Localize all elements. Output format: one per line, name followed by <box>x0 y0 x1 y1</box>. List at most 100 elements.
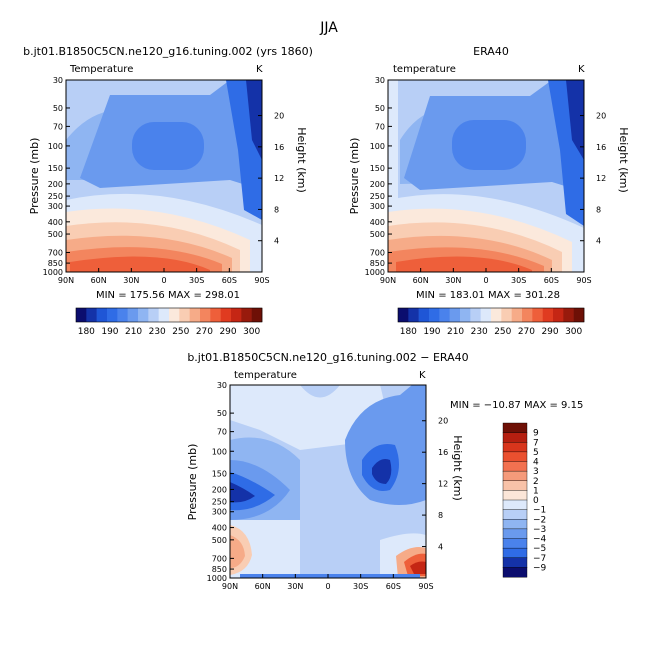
field-band <box>372 459 392 484</box>
colorbar-label: −4 <box>533 535 547 545</box>
field-band <box>246 80 262 160</box>
y-tick-label: 300 <box>370 202 385 211</box>
colorbar-label: 2 <box>533 477 539 487</box>
panel-era40-subtitle: temperature <box>393 64 456 75</box>
field-band <box>230 535 245 568</box>
colorbar-swatch <box>418 308 430 322</box>
height-tick-label: 16 <box>596 143 606 152</box>
x-tick-label: 90S <box>576 276 591 285</box>
colorbar-swatch <box>76 308 87 322</box>
colorbar-swatch <box>502 567 528 578</box>
colorbar-swatch <box>502 480 528 491</box>
colorbar-frame <box>397 307 585 323</box>
panel-era40-stats: MIN = 183.01 MAX = 301.28 <box>416 290 560 301</box>
panel-model-stats: MIN = 175.56 MAX = 298.01 <box>96 290 240 301</box>
panel-diff-field <box>230 385 426 578</box>
colorbar-swatch <box>563 308 574 322</box>
height-tick-label: 4 <box>438 543 443 552</box>
panel-era40-field <box>388 80 584 272</box>
field-band <box>230 385 385 450</box>
y-tick-label: 30 <box>53 76 63 85</box>
y-tick-label: 30 <box>217 381 227 390</box>
colorbar-swatch <box>553 308 564 322</box>
panel-era40: ERA40 temperature K 90N 60N 30N 0 30S 60S 90S … <box>348 45 630 301</box>
height-tick-label: 8 <box>274 205 279 214</box>
y-tick-label: 850 <box>212 565 227 574</box>
colorbar-swatch <box>200 308 211 322</box>
y-tick-label: 700 <box>370 248 385 257</box>
colorbar-label: −3 <box>533 525 546 535</box>
x-tick-label: 90N <box>222 582 238 591</box>
height-ticks: 20 16 12 8 4 <box>422 417 448 552</box>
y-tick-label: 1000 <box>365 268 385 277</box>
colorbar-swatch <box>502 499 528 511</box>
colorbar-swatch <box>148 308 159 322</box>
colorbar-label: 3 <box>533 467 539 477</box>
panel-diff-subtitle: temperature <box>234 370 297 381</box>
colorbar-label: 0 <box>533 496 539 506</box>
x-tick-label: 30N <box>123 276 139 285</box>
y-tick-label: 400 <box>48 218 63 227</box>
height-tick-label: 8 <box>596 205 601 214</box>
panel-model-title: b.jt01.B1850C5CN.ne120_g16.tuning.002 (y… <box>23 45 313 58</box>
x-tick-label: 30N <box>287 582 303 591</box>
y-tick-label: 50 <box>375 104 385 113</box>
colorbar-label: 230 <box>471 327 488 337</box>
x-tick-label: 60N <box>91 276 107 285</box>
colorbar-swatch <box>502 528 528 540</box>
y-tick-label: 100 <box>370 142 385 151</box>
colorbar-label: −7 <box>533 554 546 564</box>
y-tick-label: 1000 <box>207 574 227 583</box>
height-tick-label: 20 <box>438 417 448 426</box>
main-title: JJA <box>319 20 338 36</box>
colorbar-swatch <box>241 308 252 322</box>
colorbar-swatch <box>251 308 263 322</box>
colorbar-label: 300 <box>243 327 260 337</box>
colorbar-swatch <box>501 308 512 322</box>
colorbar-label: 270 <box>518 327 535 337</box>
height-ticks: 20 16 12 8 4 <box>580 112 606 246</box>
colorbar-swatch <box>96 308 108 322</box>
field-core <box>132 122 204 170</box>
field-core <box>452 120 526 170</box>
field-band <box>388 80 398 230</box>
panel-diff: b.jt01.B1850C5CN.ne120_g16.tuning.002 − … <box>186 351 583 591</box>
y-tick-label: 200 <box>370 180 385 189</box>
y-axis-label: Pressure (mb) <box>28 138 41 215</box>
colorbar-swatch <box>179 308 190 322</box>
y-tick-label: 850 <box>48 259 63 268</box>
height-tick-label: 20 <box>274 112 284 121</box>
colorbar-swatch <box>542 308 554 322</box>
x-ticks: 90N 60N 30N 0 30S 60S 90S <box>58 268 270 285</box>
colorbar-label: −2 <box>533 515 546 525</box>
colorbar-label: 250 <box>494 327 511 337</box>
colorbar-swatch <box>86 308 97 322</box>
panel-model-units: K <box>256 64 263 75</box>
colorbar-label: 210 <box>447 327 464 337</box>
colorbar-swatch <box>502 422 528 434</box>
colorbar-label: 190 <box>423 327 440 337</box>
colorbar-label: 290 <box>219 327 236 337</box>
colorbar-swatch <box>220 308 232 322</box>
y-tick-label: 250 <box>48 192 63 201</box>
field-band <box>230 482 255 503</box>
y-tick-label: 400 <box>212 524 227 533</box>
field-band <box>240 574 420 578</box>
colorbar-label: 210 <box>125 327 142 337</box>
colorbar-swatch <box>480 308 492 322</box>
y-tick-label: 200 <box>212 485 227 494</box>
panel-diff-title: b.jt01.B1850C5CN.ne120_g16.tuning.002 − … <box>187 351 468 364</box>
y-axis-label-right: Height (km) <box>617 127 630 193</box>
colorbar-swatch <box>502 470 528 482</box>
colorbar-swatch <box>502 451 528 463</box>
colorbar-swatch <box>502 461 528 472</box>
panel-model-field <box>66 80 262 272</box>
colorbar-swatch <box>107 308 118 322</box>
x-tick-label: 60S <box>222 276 237 285</box>
colorbar-swatch <box>408 308 419 322</box>
